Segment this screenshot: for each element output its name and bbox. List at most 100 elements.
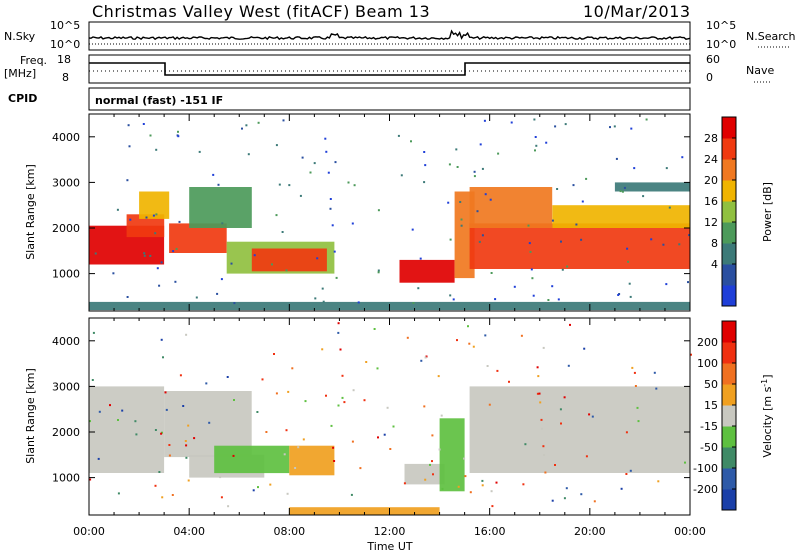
velocity-noise-dot	[363, 399, 366, 402]
velocity-region-0	[89, 386, 165, 473]
velocity-colorbar-label-2: 50	[704, 378, 718, 391]
freq-frame	[88, 54, 691, 84]
velocity-xticks	[88, 318, 691, 515]
velocity-noise-dot	[690, 353, 692, 356]
power-noise-dot	[560, 240, 562, 243]
power-noise-dot	[314, 297, 317, 300]
velocity-colorbar-cell-6	[722, 363, 736, 385]
power-noise-dot	[353, 184, 356, 187]
power-colorbar-frame	[721, 116, 737, 307]
power-noise-dot	[278, 183, 281, 186]
velocity-noise-dot	[484, 334, 487, 337]
power-noise-dot	[411, 228, 414, 231]
velocity-ytick-label-0: 4000	[52, 335, 80, 348]
power-noise-dot	[645, 118, 648, 121]
power-noise-dot	[484, 193, 487, 196]
power-noise-dot	[160, 261, 163, 264]
power-colorbar-cell-5	[722, 180, 736, 202]
velocity-noise-dot	[352, 389, 355, 392]
power-noise-dot	[424, 164, 427, 167]
velocity-ytick-label-1: 3000	[52, 380, 80, 393]
velocity-noise-dot	[232, 454, 235, 457]
power-colorbar-cell-8	[722, 117, 736, 139]
velocity-noise-dot	[406, 336, 409, 339]
velocity-noise-dot	[524, 443, 527, 446]
velocity-noise-dot	[633, 371, 636, 374]
power-noise-dot	[513, 285, 516, 288]
power-noise-dot	[129, 218, 132, 221]
velocity-colorbar-cell-2	[722, 447, 736, 469]
power-noise-dot	[510, 121, 513, 124]
velocity-noise-dot	[333, 460, 336, 462]
velocity-noise-dot	[424, 478, 427, 481]
power-noise-dot	[481, 167, 484, 170]
velocity-noise-dot	[185, 456, 188, 459]
velocity-noise-dot	[431, 434, 434, 437]
power-noise-dot	[281, 231, 284, 233]
velocity-noise-dot	[495, 481, 498, 484]
velocity-noise-dot	[205, 382, 208, 385]
power-noise-dot	[633, 167, 636, 170]
nsky-line	[88, 29, 691, 41]
power-colorbar-cell-1	[722, 264, 736, 286]
velocity-region-7	[469, 386, 690, 473]
velocity-noise-dot	[162, 356, 164, 359]
power-noise-dot	[333, 250, 336, 253]
velocity-colorbar-cell-1	[722, 468, 736, 490]
velocity-ylabel: Slant Range [km]	[24, 368, 37, 464]
velocity-colorbar-label-0: 200	[697, 336, 718, 349]
velocity-noise-dot	[625, 473, 628, 475]
velocity-noise-dot	[431, 460, 433, 463]
velocity-noise-dot	[457, 485, 460, 488]
nsearch-label: N.Search	[746, 30, 796, 43]
power-noise-dot	[534, 149, 536, 152]
power-noise-dot	[665, 167, 668, 170]
nsky-label: N.Sky	[4, 30, 36, 43]
velocity-noise-dot	[653, 371, 656, 374]
power-noise-dot	[155, 213, 158, 216]
power-noise-dot	[535, 144, 538, 147]
velocity-noise-dot	[420, 359, 423, 362]
power-noise-dot	[347, 181, 350, 184]
time-tick-label-1: 04:00	[173, 525, 205, 538]
velocity-colorbar-cell-5	[722, 384, 736, 406]
power-noise-dot	[419, 257, 422, 260]
power-noise-dot	[271, 263, 273, 266]
velocity-noise-dot	[161, 496, 164, 499]
power-colorbar-cell-0	[722, 285, 736, 307]
velocity-noise-dot	[537, 375, 540, 378]
velocity-noise-dot	[121, 409, 124, 412]
velocity-noise-dot	[275, 392, 278, 395]
power-region-4	[189, 187, 252, 228]
power-noise-dot	[195, 296, 198, 299]
power-noise-dot	[142, 123, 145, 125]
cpid-label: CPID	[8, 92, 37, 105]
power-noise-dot	[325, 150, 328, 153]
freq-tick-bottom: 8	[62, 71, 69, 84]
power-noise-dot	[233, 302, 236, 305]
velocity-noise-dot	[337, 404, 340, 407]
power-noise-dot	[628, 282, 631, 285]
power-noise-dot	[473, 170, 476, 173]
power-colorbar-label-3: 16	[704, 195, 718, 208]
velocity-noise-dot	[265, 431, 268, 433]
power-noise-dot	[116, 208, 119, 211]
power-noise-dot	[575, 223, 578, 226]
velocity-colorbar-cell-3	[722, 426, 736, 448]
velocity-noise-dot	[403, 482, 406, 485]
time-axis-labels: 00:00 04:00 08:00 12:00 16:00 20:00 00:00	[73, 525, 706, 538]
power-noise-dot	[247, 153, 250, 156]
power-heatmap	[89, 118, 691, 311]
velocity-yticks: 4000 3000 2000 1000	[52, 335, 690, 485]
nave-tick-bottom: 0	[706, 71, 713, 84]
power-noise-dot	[551, 219, 554, 222]
cpid-value: normal (fast) -151 IF	[95, 94, 223, 107]
power-noise-dot	[629, 295, 632, 298]
velocity-region-6	[439, 418, 465, 492]
power-colorbar-label-5: 8	[711, 237, 718, 250]
velocity-noise-dot	[490, 490, 493, 493]
velocity-noise-dot	[154, 429, 157, 431]
velocity-noise-dot	[565, 487, 568, 490]
power-noise-dot	[152, 214, 155, 217]
